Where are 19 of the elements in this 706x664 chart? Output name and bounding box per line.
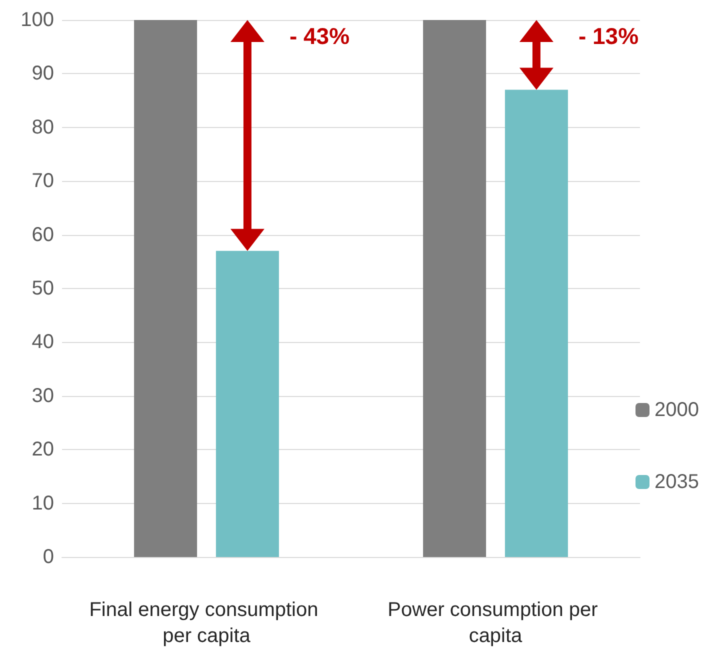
bar bbox=[423, 20, 486, 557]
bar bbox=[134, 20, 198, 557]
y-tick-label: 10 bbox=[32, 492, 54, 514]
y-tick-label: 90 bbox=[32, 62, 54, 85]
y-tick-label: 50 bbox=[32, 278, 54, 300]
annotation: - 43% bbox=[289, 23, 350, 49]
legend-label: 2000 bbox=[654, 399, 700, 421]
y-tick-label: 40 bbox=[32, 331, 54, 354]
x-tick-label: Final energy consumption per capita bbox=[89, 599, 324, 647]
annotation: - 13% bbox=[578, 23, 639, 49]
y-tick-label: 30 bbox=[32, 384, 54, 407]
y-tick-label: 0 bbox=[42, 546, 54, 568]
y-tick-label: 60 bbox=[32, 224, 54, 246]
x-tick-label: Power consumption per capita bbox=[388, 599, 604, 647]
legend-label: 2035 bbox=[654, 471, 700, 493]
y-tick-label: 80 bbox=[32, 116, 54, 138]
y-tick-label: 100 bbox=[20, 9, 54, 31]
y-tick-label: 70 bbox=[32, 170, 54, 192]
y-tick-label: 20 bbox=[32, 438, 54, 461]
